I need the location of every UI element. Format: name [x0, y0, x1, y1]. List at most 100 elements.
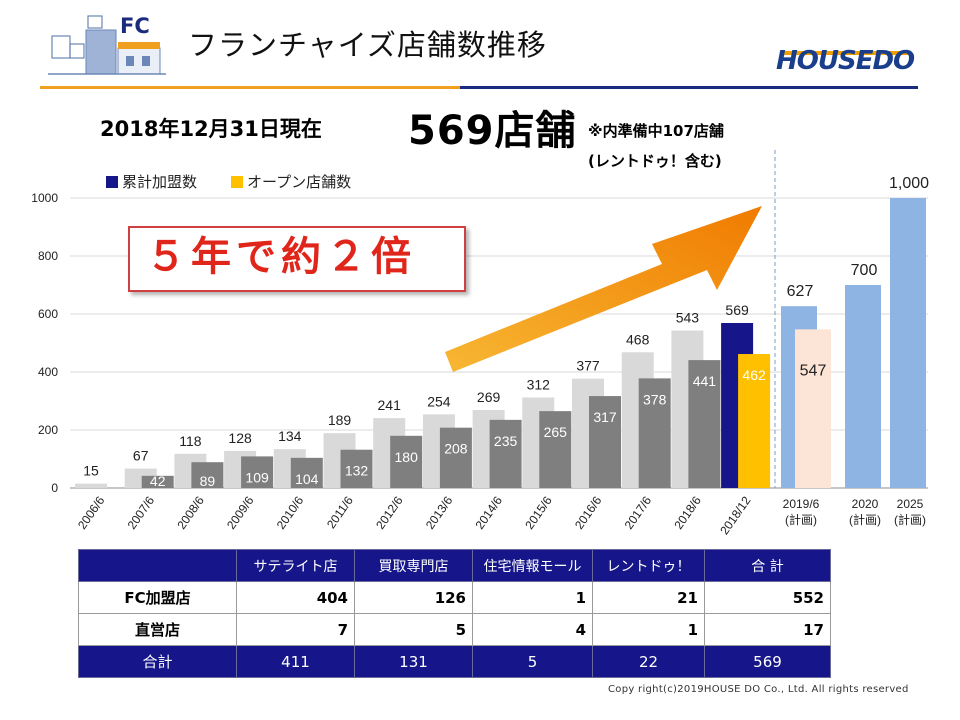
- table-header-cell: サテライト店: [236, 549, 355, 582]
- callout-text: ５年で約２倍: [146, 234, 416, 280]
- x-tick-label: 2012/6: [373, 493, 406, 531]
- member-data-label: 543: [676, 310, 700, 326]
- y-tick-label: 400: [38, 365, 58, 379]
- plan-member-bar: [890, 198, 926, 488]
- open-data-label: 42: [150, 473, 166, 489]
- plan-tick-label: 2019/6: [783, 497, 820, 511]
- open-data-label: 180: [395, 449, 419, 465]
- open-bar: [688, 360, 721, 488]
- open-data-label: 317: [593, 409, 617, 425]
- plan-tick-sublabel: (計画): [849, 512, 881, 527]
- legend-label-open: オープン店舗数: [247, 173, 351, 191]
- x-tick-label: 2013/6: [423, 493, 456, 531]
- member-data-label: 269: [477, 389, 501, 405]
- open-bar: [290, 457, 323, 488]
- brand-logo: HOUSEDO: [776, 46, 915, 76]
- plan-member-bar: [845, 285, 881, 488]
- table-cell: 131: [354, 645, 473, 678]
- table-header-cell: レントドゥ！: [592, 549, 705, 582]
- preparing-note-sub: (レントドゥ！含む): [588, 152, 722, 170]
- row-label: 合計: [78, 645, 237, 678]
- x-tick-label: 2014/6: [473, 493, 506, 531]
- brand-wordmark: HOUSEDO: [776, 46, 915, 76]
- open-data-label: 462: [742, 367, 766, 383]
- x-tick-label: 2006/6: [75, 493, 108, 531]
- open-bar: [191, 462, 224, 488]
- table-cell: 1: [472, 581, 593, 614]
- member-bar: [75, 483, 107, 488]
- x-tick-label: 2009/6: [224, 493, 257, 531]
- open-bar: [589, 396, 621, 488]
- callout-box: [128, 226, 466, 292]
- plan-data-label: 700: [851, 262, 878, 279]
- plan-tick-sublabel: (計画): [894, 512, 926, 527]
- open-bar: [539, 411, 572, 488]
- x-tick-label: 2018/12: [717, 493, 754, 537]
- plan-tick-label: 2020: [852, 497, 879, 511]
- member-data-label: 67: [133, 448, 149, 464]
- plan-open-bar: [795, 329, 831, 488]
- member-data-label: 134: [278, 428, 302, 444]
- legend-label-members: 累計加盟数: [122, 173, 197, 191]
- member-data-label: 128: [228, 430, 252, 446]
- growth-arrow-icon: [445, 206, 762, 372]
- y-axis-labels: 0 200 400 600 800 1000: [31, 191, 58, 495]
- y-tick-label: 1000: [31, 191, 58, 205]
- open-data-label: 109: [245, 469, 269, 485]
- x-axis-labels: 2006/6 2007/6 2008/6 2009/6 2010/6 2011/6 2012…: [75, 493, 926, 537]
- table-cell: 7: [236, 613, 355, 646]
- x-tick-label: 2010/6: [274, 493, 307, 531]
- house-illustration-icon: [48, 15, 166, 75]
- open-data-label: 208: [444, 441, 468, 457]
- table-row: FC加盟店 404 126 1 21 552: [78, 581, 831, 614]
- table-header-cell: 買取専門店: [354, 549, 473, 582]
- as-of-date: 2018年12月31日現在: [100, 117, 322, 141]
- open-bar: [439, 427, 472, 488]
- open-data-label: 104: [295, 471, 319, 487]
- row-label: FC加盟店: [78, 581, 237, 614]
- open-bar: [489, 419, 522, 488]
- plan-data-label: 1,000: [889, 175, 929, 192]
- y-tick-label: 600: [38, 307, 58, 321]
- open-data-label: 89: [200, 473, 216, 489]
- copyright: Copy right(c)2019HOUSE DO Co., Ltd. All …: [608, 684, 909, 695]
- plan-open-data-label: 547: [800, 362, 827, 379]
- table-cell: 4: [472, 613, 593, 646]
- x-tick-label: 2016/6: [572, 493, 605, 531]
- open-data-label: 378: [643, 391, 667, 407]
- table-cell: 552: [704, 581, 831, 614]
- table-cell: 1: [592, 613, 705, 646]
- x-tick-label: 2008/6: [174, 493, 207, 531]
- x-tick-label: 2017/6: [622, 493, 655, 531]
- plan-tick-sublabel: (計画): [785, 512, 817, 527]
- fc-logo: FC: [48, 8, 166, 78]
- y-tick-label: 200: [38, 423, 58, 437]
- table-header-cell: 住宅情報モール: [472, 549, 593, 582]
- table-cell: 411: [236, 645, 355, 678]
- table-cell: 17: [704, 613, 831, 646]
- member-data-label: 189: [328, 412, 352, 428]
- member-data-label: 118: [179, 433, 202, 449]
- table-cell: 21: [592, 581, 705, 614]
- open-bar: [638, 378, 671, 488]
- x-tick-label: 2018/6: [671, 493, 704, 531]
- store-total: 569店舗: [408, 108, 577, 154]
- member-data-label: 468: [626, 331, 650, 347]
- legend-swatch-open: [231, 176, 243, 188]
- open-data-label: 265: [544, 424, 568, 440]
- x-tick-label: 2011/6: [324, 493, 356, 531]
- member-data-label: 241: [378, 397, 402, 413]
- store-breakdown-table: サテライト店 買取専門店 住宅情報モール レントドゥ！ 合 計 FC加盟店 40…: [78, 549, 831, 678]
- table-cell: 22: [592, 645, 705, 678]
- header-rule-navy: [460, 86, 918, 89]
- plan-tick-label: 2025: [897, 497, 924, 511]
- open-bar: [241, 456, 274, 488]
- preparing-note: ※内準備中107店舗: [588, 122, 724, 140]
- x-tick-label: 2007/6: [125, 493, 158, 531]
- table-cell: 126: [354, 581, 473, 614]
- open-bar: [390, 435, 423, 488]
- legend: 累計加盟数 オープン店舗数: [106, 173, 351, 191]
- table-cell: 404: [236, 581, 355, 614]
